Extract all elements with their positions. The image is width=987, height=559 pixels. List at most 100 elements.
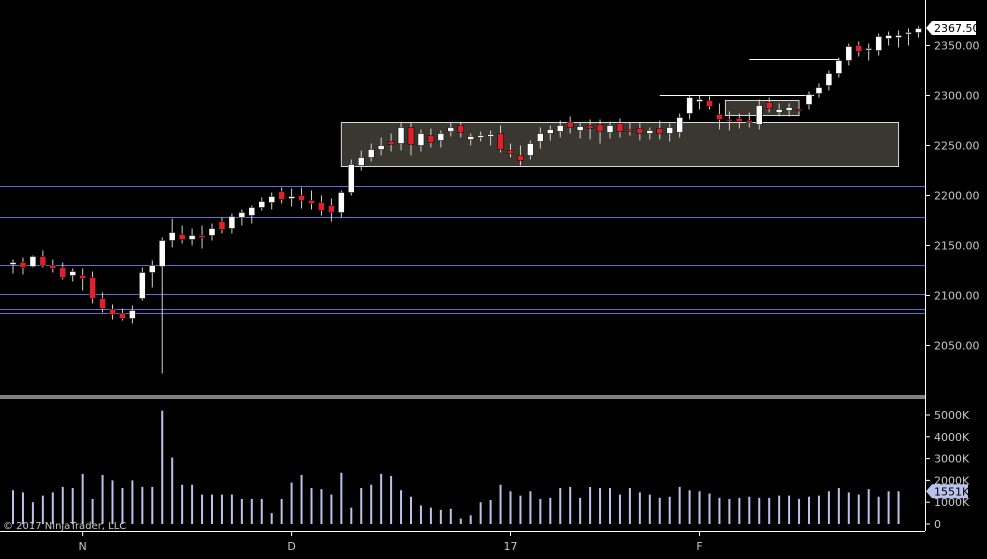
candle[interactable] [29,255,37,268]
candle[interactable] [417,129,425,152]
candle[interactable] [477,131,484,142]
candle[interactable] [208,223,216,241]
candle[interactable] [59,262,66,280]
candle[interactable] [646,127,654,140]
candle[interactable] [69,268,76,282]
candle[interactable] [815,83,823,98]
candle[interactable] [308,190,315,210]
candle[interactable] [387,133,395,152]
candle[interactable] [79,268,86,291]
candle[interactable] [198,225,206,249]
candle[interactable] [218,217,226,234]
candle[interactable] [686,95,693,120]
candle[interactable] [39,250,47,268]
candle[interactable] [626,122,634,136]
candle[interactable] [795,104,803,116]
candle[interactable] [89,271,96,304]
candle[interactable] [566,116,574,134]
candle[interactable] [397,122,405,151]
candle-body [895,35,902,38]
candle[interactable] [537,127,544,149]
candle[interactable] [278,187,285,204]
candle[interactable] [437,130,445,148]
candle[interactable] [159,237,166,374]
candle[interactable] [139,267,146,301]
candle[interactable] [586,119,594,140]
candle[interactable] [845,43,853,66]
candle[interactable] [706,96,713,110]
candle[interactable] [318,195,325,216]
candle[interactable] [288,188,295,207]
candle[interactable] [596,119,604,144]
candle[interactable] [547,125,554,141]
candle[interactable] [835,57,843,78]
candle[interactable] [248,205,256,224]
candle[interactable] [527,140,534,160]
candle[interactable] [855,41,862,57]
candle[interactable] [338,190,345,218]
candle[interactable] [616,118,624,138]
candle[interactable] [238,209,246,226]
candle[interactable] [905,28,912,46]
candle[interactable] [666,123,673,142]
candle[interactable] [825,70,833,91]
last-price-tag-shape [926,21,976,35]
candle[interactable] [765,97,773,113]
candle[interactable] [885,31,892,46]
candle[interactable] [268,192,275,210]
candle-body [646,130,654,134]
candle[interactable] [865,43,872,61]
candle[interactable] [367,143,375,162]
candle[interactable] [9,259,17,274]
candle[interactable] [99,292,106,313]
candle[interactable] [606,121,614,139]
candle[interactable] [457,122,464,138]
candle[interactable] [785,103,793,117]
candle[interactable] [447,122,455,137]
candle[interactable] [298,187,305,209]
candle[interactable] [895,30,902,48]
candle[interactable] [487,130,494,146]
candle[interactable] [407,122,415,156]
candle[interactable] [19,257,27,275]
candle[interactable] [348,159,355,196]
candle[interactable] [726,111,733,131]
candle[interactable] [716,103,723,130]
candle[interactable] [576,122,584,139]
candle[interactable] [805,91,813,110]
candlestick-series[interactable] [9,26,922,374]
candle[interactable] [129,305,136,324]
candle[interactable] [696,95,703,110]
candle[interactable] [915,26,922,38]
candle[interactable] [119,308,126,321]
volume-series[interactable] [12,410,900,524]
candle[interactable] [736,113,743,129]
candle[interactable] [775,103,783,117]
candle[interactable] [427,128,435,148]
candle[interactable] [875,33,882,56]
candle[interactable] [49,259,57,273]
candle[interactable] [328,198,335,222]
candle[interactable] [109,304,116,320]
candle[interactable] [188,228,196,246]
candle[interactable] [636,122,644,141]
candle-body [318,202,325,211]
candle[interactable] [168,218,176,248]
candle[interactable] [497,125,504,153]
candle[interactable] [676,113,683,138]
candle[interactable] [507,143,514,158]
level-segments [659,59,839,96]
candle[interactable] [756,99,763,130]
candle[interactable] [656,120,663,140]
candle[interactable] [258,197,265,211]
candle[interactable] [557,120,564,138]
candle[interactable] [467,133,474,146]
candle[interactable] [377,137,385,156]
candle[interactable] [178,225,186,244]
candle[interactable] [517,145,524,166]
candle[interactable] [358,150,365,171]
candle[interactable] [746,112,753,128]
candle[interactable] [149,260,156,288]
candle[interactable] [228,213,236,234]
